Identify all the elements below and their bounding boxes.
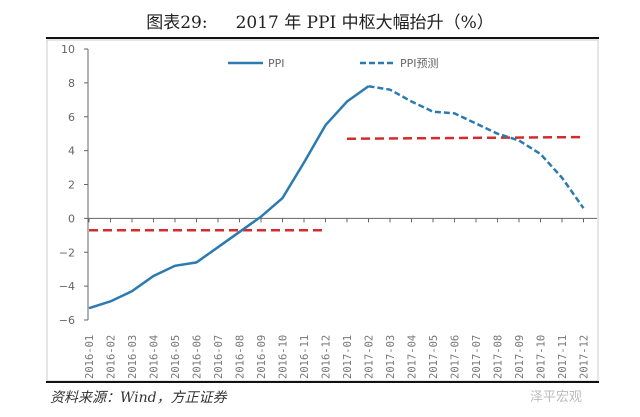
watermark: 泽平宏观 bbox=[530, 390, 583, 405]
x-tick-label: 2017-10 bbox=[536, 335, 548, 379]
x-tick-label: 2017-02 bbox=[364, 335, 376, 379]
y-tick-label: 8 bbox=[68, 77, 75, 90]
x-tick-label: 2017-01 bbox=[342, 335, 354, 379]
x-tick-label: 2017-07 bbox=[471, 335, 483, 379]
x-tick-label: 2016-11 bbox=[299, 335, 311, 379]
x-tick-label: 2017-08 bbox=[493, 335, 505, 379]
series-line-ppi-forecast bbox=[368, 85, 585, 209]
bottom-rule bbox=[46, 381, 599, 383]
x-tick-label: 2016-08 bbox=[235, 335, 247, 379]
x-tick-label: 2016-04 bbox=[149, 335, 161, 379]
y-tick-label: −4 bbox=[59, 280, 75, 293]
y-tick-label: 0 bbox=[68, 212, 75, 225]
y-tick-label: 4 bbox=[68, 145, 75, 158]
y-tick-label: −6 bbox=[59, 314, 75, 327]
title-text: 2017 年 PPI 中枢大幅抬升（%） bbox=[235, 13, 494, 33]
chart-title: 图表29: 2017 年 PPI 中枢大幅抬升（%） bbox=[0, 8, 640, 33]
series-line-ppi bbox=[88, 85, 370, 310]
figure-label: 图表29: bbox=[146, 13, 208, 33]
x-tick-label: 2016-05 bbox=[170, 335, 182, 379]
x-tick-label: 2016-10 bbox=[278, 335, 290, 379]
x-tick-label: 2017-04 bbox=[407, 335, 419, 379]
x-tick-label: 2017-12 bbox=[579, 335, 591, 379]
y-tick-label: 6 bbox=[68, 111, 75, 124]
reference-line bbox=[346, 135, 584, 141]
legend-label: PPI预测 bbox=[400, 57, 439, 70]
y-tick-label: −2 bbox=[59, 246, 75, 259]
x-tick-label: 2017-06 bbox=[450, 335, 462, 379]
x-tick-label: 2016-07 bbox=[213, 335, 225, 379]
y-tick-label: 10 bbox=[61, 43, 75, 56]
x-tick-label: 2016-03 bbox=[127, 335, 139, 379]
x-tick-label: 2017-05 bbox=[428, 335, 440, 379]
x-tick-label: 2016-02 bbox=[106, 335, 118, 379]
plot-frame bbox=[46, 39, 599, 382]
x-tick-label: 2016-12 bbox=[321, 335, 333, 379]
x-tick-label: 2016-01 bbox=[84, 335, 96, 379]
x-tick-label: 2017-11 bbox=[557, 335, 569, 379]
source-note: 资料来源：Wind，方正证券 bbox=[50, 390, 227, 406]
x-tick-label: 2016-06 bbox=[192, 335, 204, 379]
x-tick-label: 2017-09 bbox=[514, 335, 526, 379]
x-tick-label: 2016-09 bbox=[256, 335, 268, 379]
legend-label: PPI bbox=[268, 57, 285, 70]
top-rule bbox=[46, 37, 599, 39]
x-tick-label: 2017-03 bbox=[385, 335, 397, 379]
y-tick-label: 2 bbox=[68, 179, 75, 192]
